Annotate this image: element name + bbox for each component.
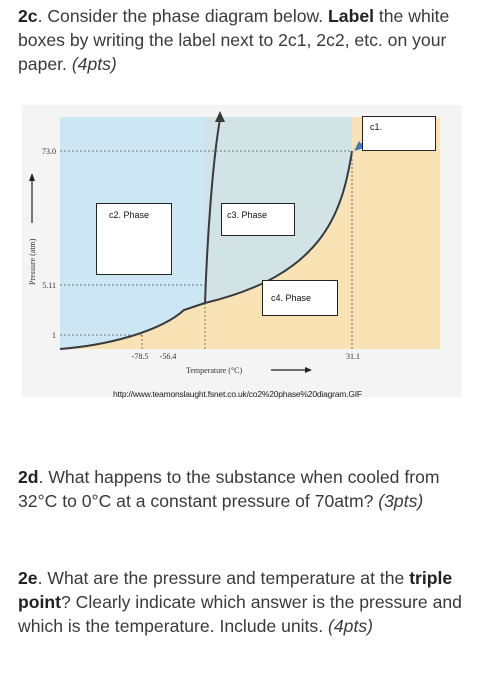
question-points: (3pts) xyxy=(378,491,424,511)
y-tick: 1 xyxy=(52,331,56,340)
question-number: 2c xyxy=(18,6,38,26)
x-tick: -56.4 xyxy=(160,352,177,361)
question-text: . What are the pressure and temperature … xyxy=(37,568,410,588)
x-axis-label: Temperature (°C) xyxy=(186,366,243,375)
question-2d: 2d. What happens to the substance when c… xyxy=(18,465,468,513)
y-tick: 73.0 xyxy=(42,147,56,156)
label-box-c1 xyxy=(362,116,436,151)
question-bold: Label xyxy=(328,6,374,26)
question-2e: 2e. What are the pressure and temperatur… xyxy=(18,566,468,638)
label-box-c3 xyxy=(221,203,295,236)
question-text: ? Clearly indicate which answer is the p… xyxy=(18,592,462,636)
y-tick: 5.11 xyxy=(42,281,56,290)
phase-diagram: 73.0 5.11 1 -78.5 -56.4 31.1 Temperature… xyxy=(22,105,462,397)
question-number: 2d xyxy=(18,467,39,487)
question-text: . Consider the phase diagram below. xyxy=(37,6,329,26)
source-url: http://www.teamonslaught.fsnet.co.uk/co2… xyxy=(113,389,362,399)
y-axis-label: Pressure (atm) xyxy=(28,238,37,285)
x-tick: 31.1 xyxy=(346,352,360,361)
question-text: the white boxes by writing the label nex… xyxy=(18,6,450,74)
label-box-c2 xyxy=(96,203,172,275)
question-points: (4pts) xyxy=(71,54,117,74)
label-box-c1-text: c1. xyxy=(370,122,383,132)
question-points: (4pts) xyxy=(328,616,373,636)
question-text: . What happens to the substance when coo… xyxy=(18,467,440,511)
critical-point-arrowhead xyxy=(354,141,364,151)
vaporization-curve xyxy=(204,150,353,304)
x-tick: -78.5 xyxy=(132,352,149,361)
label-box-c4-text: c4. Phase xyxy=(271,293,312,303)
label-box-c2-text: c2. Phase xyxy=(109,210,150,220)
melting-curve xyxy=(204,118,221,304)
gas-region xyxy=(60,117,440,349)
question-2c: 2c. Consider the phase diagram below. La… xyxy=(18,4,468,76)
x-axis-arrowhead xyxy=(305,367,312,373)
label-box-c4 xyxy=(262,280,338,316)
sublimation-curve xyxy=(59,302,206,350)
label-box-c3-text: c3. Phase xyxy=(227,210,268,220)
question-bold: triple point xyxy=(18,568,453,612)
question-number: 2e xyxy=(18,568,38,588)
y-axis-arrowhead xyxy=(29,173,35,181)
curve-arrowhead xyxy=(215,111,225,122)
